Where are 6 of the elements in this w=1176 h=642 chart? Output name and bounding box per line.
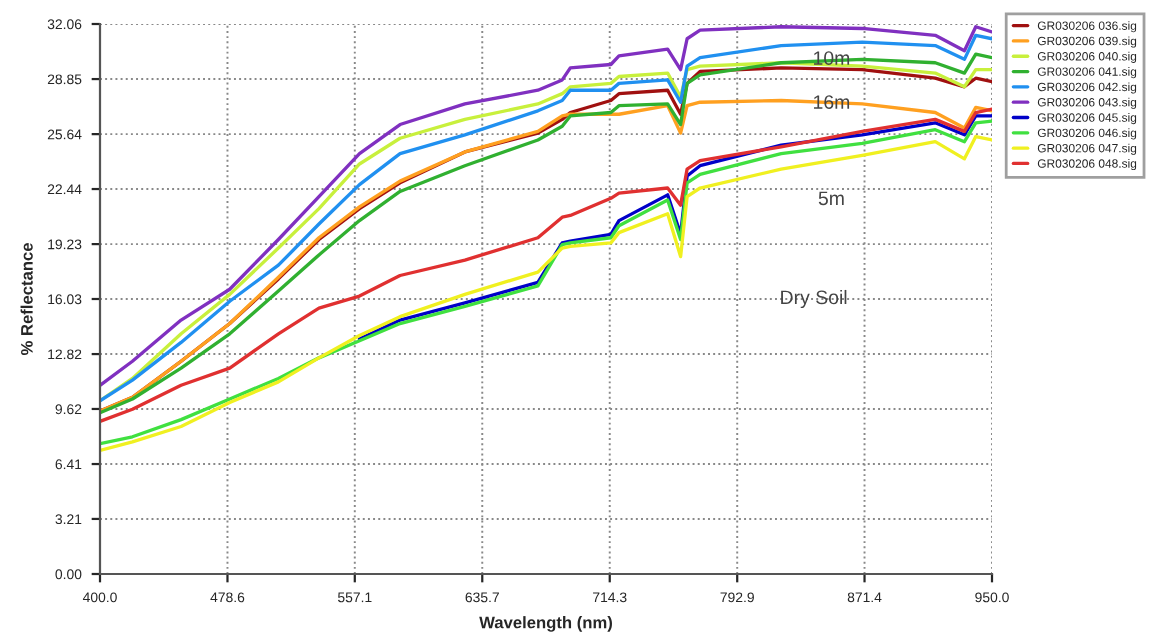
y-axis-title: % Reflectance	[20, 243, 33, 356]
annotation: 5m	[818, 191, 844, 206]
annotation: 16m	[814, 95, 850, 109]
annotation: Dry Soil	[781, 289, 847, 309]
x-axis-title: Wavelength (nm)	[479, 616, 612, 632]
line-series	[357, 114, 992, 341]
